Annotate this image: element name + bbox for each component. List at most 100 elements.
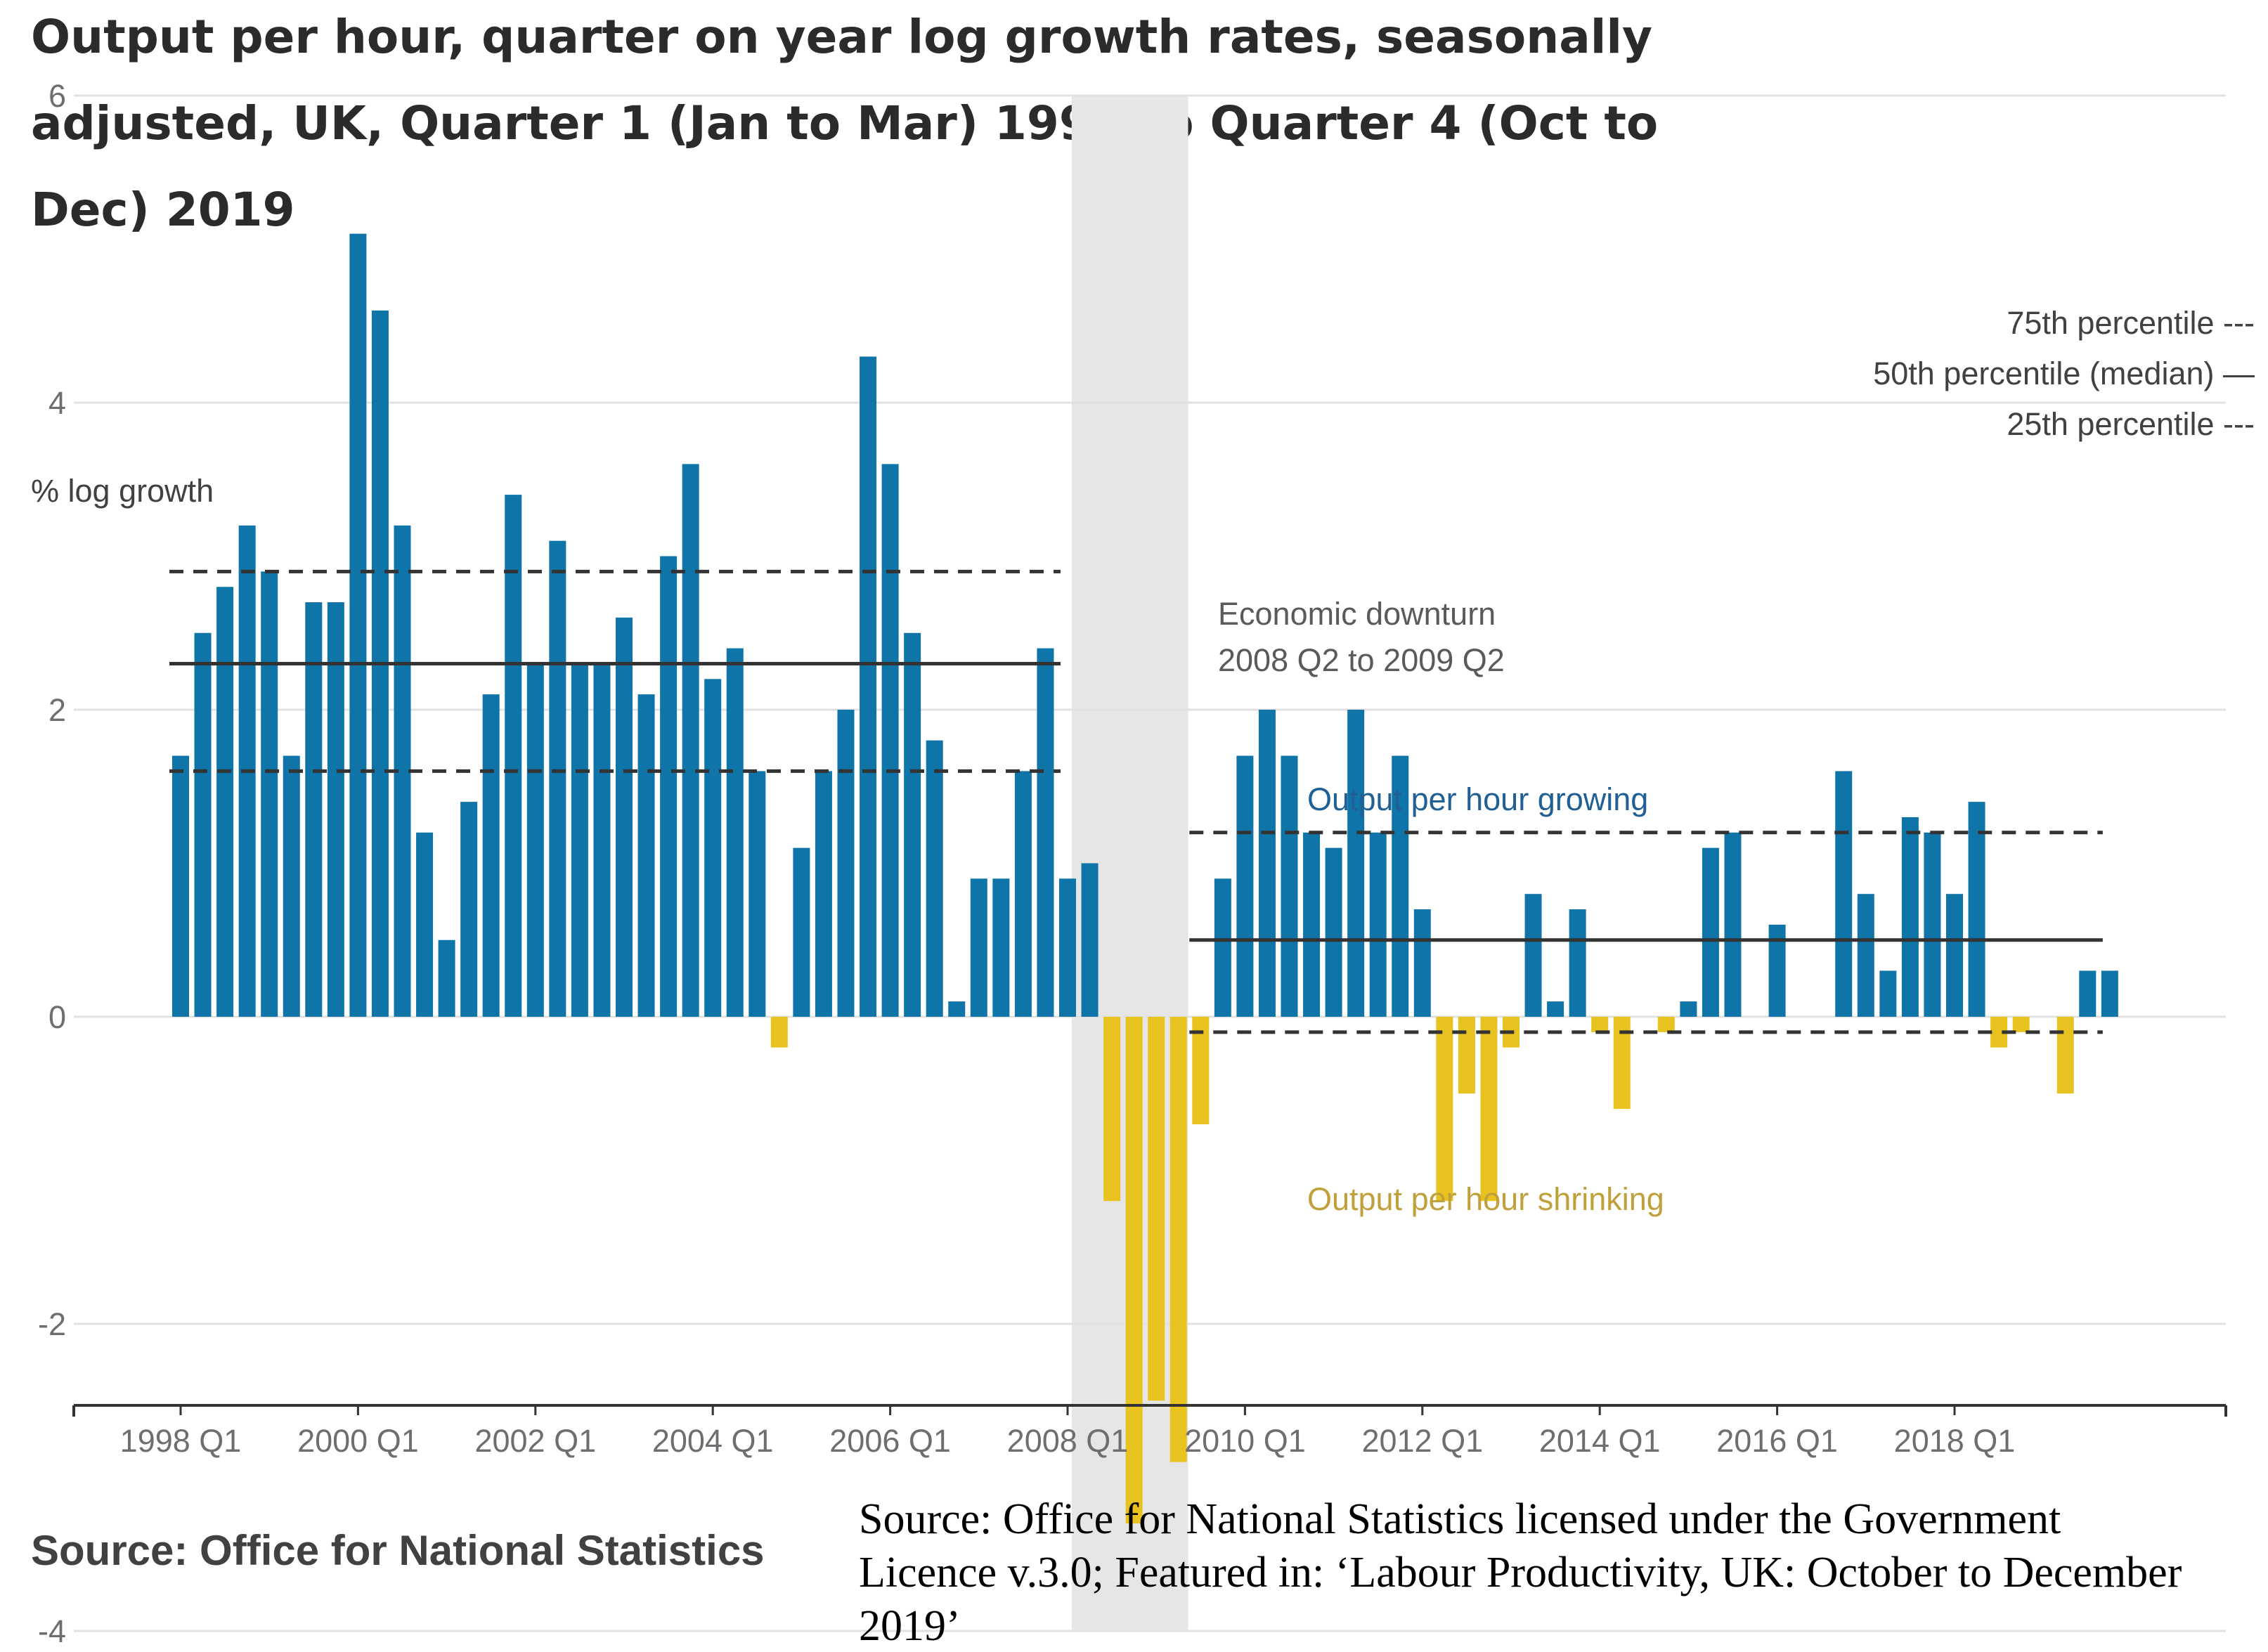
bar xyxy=(881,464,899,1017)
bar xyxy=(926,740,943,1017)
bar xyxy=(1857,894,1874,1017)
bar xyxy=(1281,755,1298,1017)
bar xyxy=(1148,1017,1165,1401)
bar xyxy=(1591,1017,1609,1032)
bar xyxy=(1946,894,1963,1017)
bar xyxy=(1702,847,1719,1017)
bar xyxy=(1968,802,1985,1017)
bar xyxy=(1724,832,1742,1017)
bar xyxy=(2079,970,2097,1017)
bar xyxy=(1413,909,1431,1017)
bar xyxy=(460,802,478,1017)
bar xyxy=(904,632,921,1017)
bar xyxy=(1458,1017,1475,1094)
bar xyxy=(2101,970,2118,1017)
source-left: Source: Office for National Statistics xyxy=(31,1527,765,1574)
x-tick-label: 2018 Q1 xyxy=(1894,1423,2016,1459)
source-right-line-1: Source: Office for National Statistics l… xyxy=(859,1495,2061,1543)
bar xyxy=(1347,710,1365,1017)
x-tick-label: 2002 Q1 xyxy=(474,1423,596,1459)
bar xyxy=(1392,755,1409,1017)
bar xyxy=(660,556,678,1017)
bar xyxy=(1192,1017,1210,1124)
y-axis-label: % log growth xyxy=(31,473,214,509)
y-tick-label: -2 xyxy=(38,1306,66,1342)
percentile-lines xyxy=(169,569,2103,1034)
bar xyxy=(1835,771,1853,1017)
bar xyxy=(726,648,744,1017)
bar xyxy=(1037,648,1054,1017)
x-axis: 1998 Q1 2000 Q1 2002 Q1 2004 Q1 2006 Q1 2008 … xyxy=(72,1404,2227,1459)
bar xyxy=(1524,894,1542,1017)
bar xyxy=(2056,1017,2074,1094)
bar xyxy=(216,587,234,1017)
bar xyxy=(749,771,766,1017)
bar xyxy=(1569,909,1586,1017)
bar xyxy=(593,663,611,1017)
bar xyxy=(970,878,987,1017)
bar xyxy=(305,602,323,1017)
y-tick-label: 0 xyxy=(48,999,66,1035)
bar xyxy=(1103,1017,1121,1202)
bar xyxy=(327,602,344,1017)
bar xyxy=(505,495,522,1017)
bar xyxy=(1258,710,1276,1017)
bar xyxy=(2012,1017,2030,1032)
y-tick-label: 2 xyxy=(48,692,66,728)
bar xyxy=(1303,832,1321,1017)
x-tick-label: 2014 Q1 xyxy=(1539,1423,1661,1459)
bar xyxy=(1547,1001,1564,1017)
bar xyxy=(1901,817,1919,1017)
bars xyxy=(172,233,2118,1524)
x-tick-label: 2008 Q1 xyxy=(1007,1423,1129,1459)
bar xyxy=(948,1001,966,1017)
bar xyxy=(1480,1017,1498,1202)
chart-title-line-1: Output per hour, quarter on year log gro… xyxy=(31,10,1652,64)
x-tick-label: 2006 Q1 xyxy=(829,1423,951,1459)
bar xyxy=(438,939,455,1017)
source-right-line-3: 2019’ xyxy=(859,1602,961,1650)
chart-title-line-3: Dec) 2019 xyxy=(31,183,295,237)
legend-p75: 75th percentile --- xyxy=(2007,305,2255,341)
x-tick-label: 2004 Q1 xyxy=(652,1423,774,1459)
bar xyxy=(526,663,544,1017)
bar xyxy=(1169,1017,1187,1462)
bar xyxy=(1924,832,1941,1017)
bar xyxy=(1081,863,1099,1017)
downturn-annotation-line-1: Economic downturn xyxy=(1218,596,1496,632)
bar xyxy=(682,464,699,1017)
growing-annotation: Output per hour growing xyxy=(1307,781,1648,817)
bar xyxy=(416,832,434,1017)
bar xyxy=(837,710,855,1017)
bar xyxy=(860,356,877,1017)
bar xyxy=(1125,1017,1143,1524)
bar xyxy=(261,571,278,1017)
bar xyxy=(637,694,655,1017)
downturn-annotation-line-2: 2008 Q2 to 2009 Q2 xyxy=(1218,642,1505,678)
bar xyxy=(571,663,588,1017)
shrinking-annotation: Output per hour shrinking xyxy=(1307,1181,1664,1217)
bar xyxy=(482,694,500,1017)
y-tick-label: 6 xyxy=(48,78,66,114)
bar xyxy=(1369,832,1387,1017)
source-right-line-2: Licence v.3.0; Featured in: ‘Labour Prod… xyxy=(859,1549,2182,1596)
x-tick-label: 2000 Q1 xyxy=(297,1423,419,1459)
y-axis-ticks: 6 4 2 0 -2 -4 xyxy=(38,78,66,1649)
bar xyxy=(1236,755,1254,1017)
bar xyxy=(549,540,566,1017)
bar xyxy=(194,632,212,1017)
bar xyxy=(793,847,810,1017)
bar xyxy=(349,233,367,1017)
x-tick-label: 2016 Q1 xyxy=(1716,1423,1838,1459)
x-tick-label: 1998 Q1 xyxy=(120,1423,242,1459)
bar xyxy=(992,878,1010,1017)
bar xyxy=(1657,1017,1675,1032)
x-tick-label: 2012 Q1 xyxy=(1361,1423,1483,1459)
bar xyxy=(1014,771,1032,1017)
legend-p25: 25th percentile --- xyxy=(2007,406,2255,442)
bar xyxy=(815,771,832,1017)
y-tick-label: 4 xyxy=(48,385,66,421)
y-tick-label: -4 xyxy=(38,1613,66,1649)
legend-median: 50th percentile (median) — xyxy=(1873,356,2255,391)
